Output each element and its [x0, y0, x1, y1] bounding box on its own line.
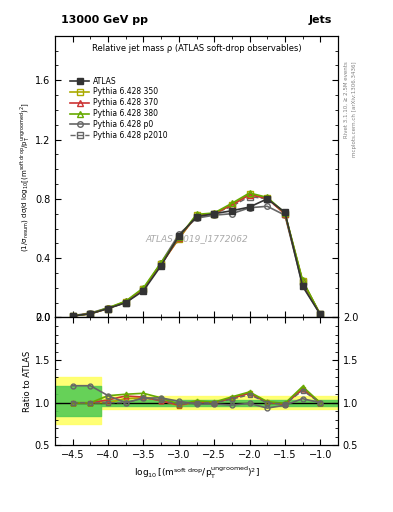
X-axis label: $\log_{10}$[(m$^{\mathrm{soft\ drop}}$/p$_\mathrm{T}^{\mathrm{ungroomed}}$)$^2$]: $\log_{10}$[(m$^{\mathrm{soft\ drop}}$/p…	[134, 464, 259, 481]
Text: Relative jet mass ρ (ATLAS soft-drop observables): Relative jet mass ρ (ATLAS soft-drop obs…	[92, 45, 301, 53]
Text: ATLAS_2019_I1772062: ATLAS_2019_I1772062	[145, 234, 248, 243]
Text: Rivet 3.1.10, ≥ 2.5M events: Rivet 3.1.10, ≥ 2.5M events	[344, 61, 349, 138]
Text: 13000 GeV pp: 13000 GeV pp	[61, 14, 148, 25]
Legend: ATLAS, Pythia 6.428 350, Pythia 6.428 370, Pythia 6.428 380, Pythia 6.428 p0, Py: ATLAS, Pythia 6.428 350, Pythia 6.428 37…	[67, 73, 171, 143]
Text: mcplots.cern.ch [arXiv:1306.3436]: mcplots.cern.ch [arXiv:1306.3436]	[352, 61, 357, 157]
Text: Jets: Jets	[309, 14, 332, 25]
Y-axis label: Ratio to ATLAS: Ratio to ATLAS	[23, 351, 32, 412]
Y-axis label: (1/σ$_{\mathrm{resum}}$) dσ/d log$_{10}$[(m$^{\mathrm{soft\ drop}}$/p$_{\mathrm{: (1/σ$_{\mathrm{resum}}$) dσ/d log$_{10}$…	[18, 102, 32, 251]
